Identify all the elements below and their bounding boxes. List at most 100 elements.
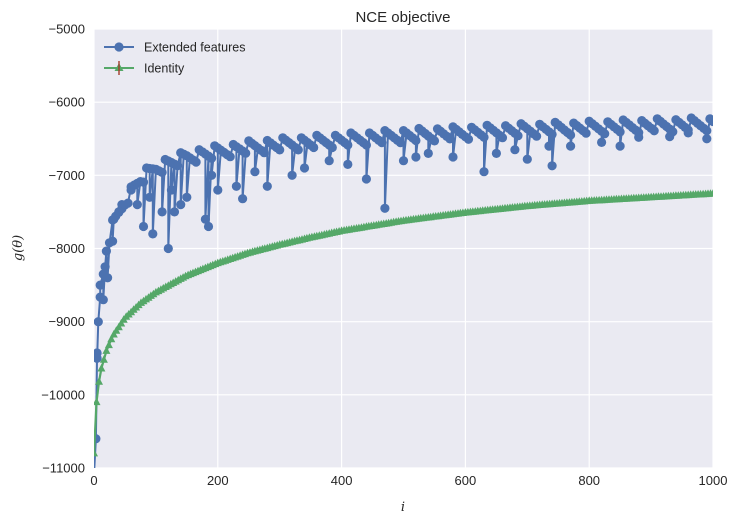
marker-extended-features (163, 243, 173, 254)
marker-extended-features (668, 127, 678, 137)
series-identity (94, 189, 713, 457)
y-tick-label: −9000 (48, 314, 85, 329)
marker-extended-features (100, 262, 110, 272)
marker-extended-features (429, 136, 440, 146)
marker-extended-features (138, 177, 149, 187)
y-tick-label: −7000 (48, 168, 85, 183)
marker-extended-features (98, 295, 108, 305)
marker-extended-features (287, 170, 297, 180)
marker-identity (94, 448, 98, 457)
marker-extended-features (241, 148, 251, 158)
marker-identity (99, 355, 108, 363)
y-axis-label: g(θ) (11, 235, 26, 261)
marker-extended-features (411, 152, 421, 162)
marker-extended-features (138, 221, 149, 232)
marker-extended-features (95, 280, 105, 290)
marker-extended-features (532, 131, 542, 141)
marker-extended-features (377, 138, 387, 148)
marker-extended-features (600, 129, 610, 139)
marker-extended-features (103, 273, 113, 283)
marker-extended-features (101, 246, 111, 256)
marker-extended-features (380, 203, 390, 213)
marker-extended-features (157, 207, 167, 217)
marker-identity (107, 334, 116, 343)
marker-extended-features (213, 185, 223, 195)
marker-extended-features (309, 142, 319, 153)
x-tick-label: 200 (207, 473, 229, 488)
marker-extended-features (262, 181, 272, 191)
marker-extended-features (479, 132, 489, 142)
marker-extended-features (615, 127, 625, 137)
marker-identity (709, 189, 713, 197)
x-tick-label: 1000 (699, 473, 728, 488)
marker-extended-features (275, 145, 285, 155)
y-tick-label: −5000 (48, 22, 85, 37)
marker-extended-features (702, 126, 712, 136)
marker-extended-features (169, 207, 180, 217)
marker-extended-features (361, 174, 371, 184)
marker-extended-features (361, 140, 371, 150)
x-tick-label: 800 (578, 473, 600, 488)
grid (93, 28, 714, 469)
marker-extended-features (132, 200, 142, 210)
marker-extended-features (166, 185, 176, 195)
marker-extended-features (182, 192, 192, 202)
marker-extended-features (411, 135, 421, 146)
marker-extended-features (203, 221, 214, 232)
x-tick-label: 400 (331, 473, 353, 488)
marker-extended-features (683, 128, 693, 138)
marker-extended-features (615, 141, 625, 151)
marker-extended-features (634, 132, 644, 142)
legend-item: Extended features (104, 41, 245, 55)
marker-extended-features (207, 170, 217, 180)
marker-extended-features (708, 116, 713, 127)
marker-extended-features (327, 142, 337, 153)
marker-extended-features (145, 192, 155, 202)
marker-extended-features (448, 152, 458, 162)
marker-extended-features (157, 167, 167, 177)
marker-extended-features (238, 194, 248, 204)
y-tick-label: −6000 (48, 95, 85, 110)
plot-series (94, 113, 713, 468)
legend: Extended features Identity (104, 41, 245, 76)
marker-extended-features (445, 134, 455, 144)
marker-extended-features (225, 152, 235, 162)
marker-identity (94, 397, 101, 406)
marker-extended-features (324, 156, 334, 166)
marker-extended-features (231, 181, 241, 191)
marker-extended-features (597, 137, 607, 147)
marker-extended-features (497, 133, 508, 143)
marker-extended-features (94, 317, 103, 327)
marker-identity (104, 340, 113, 349)
marker-extended-features (108, 236, 118, 246)
marker-extended-features (544, 141, 554, 151)
x-tick-label: 600 (455, 473, 477, 488)
marker-extended-features (200, 214, 210, 224)
x-tick-label: 0 (90, 473, 97, 488)
marker-extended-features (510, 145, 520, 155)
legend-item: Identity (104, 61, 185, 76)
marker-extended-features (173, 161, 183, 171)
y-tick-label: −11000 (42, 461, 85, 476)
marker-extended-features (148, 229, 158, 239)
marker-extended-features (491, 148, 501, 158)
marker-extended-features (547, 161, 557, 171)
marker-identity (95, 377, 103, 385)
marker-extended-features (463, 134, 474, 144)
marker-identity (102, 346, 111, 354)
marker-extended-features (479, 167, 489, 177)
marker-extended-features (176, 200, 186, 210)
tick-labels: 0 200 400 600 800 1000 −11000 −10000 −9000 −8000 −… (41, 22, 727, 489)
marker-extended-features (547, 129, 557, 139)
marker-extended-features (581, 128, 591, 138)
legend-label: Extended features (144, 41, 245, 55)
marker-extended-features (343, 159, 353, 169)
series-extended-features (94, 113, 713, 468)
y-tick-label: −8000 (48, 241, 85, 256)
marker-extended-features (566, 141, 576, 151)
marker-extended-features (649, 126, 659, 136)
marker-extended-features (250, 167, 260, 177)
marker-extended-features (702, 134, 712, 144)
